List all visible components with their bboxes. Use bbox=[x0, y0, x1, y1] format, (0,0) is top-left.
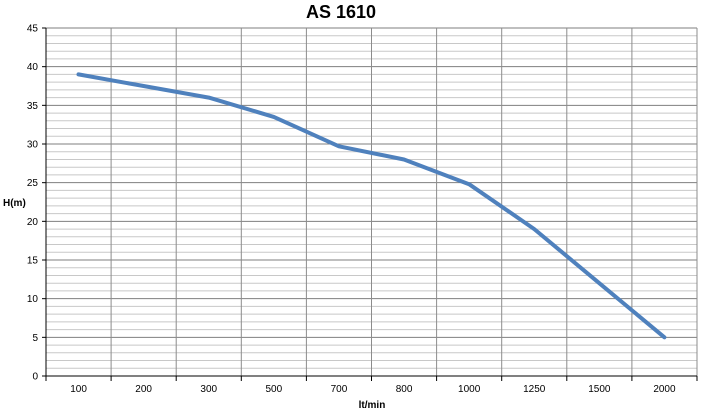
y-tick-label: 15 bbox=[27, 256, 39, 267]
y-axis-label: H(m) bbox=[3, 198, 26, 209]
data-point bbox=[207, 96, 211, 100]
data-point bbox=[662, 335, 666, 339]
x-tick-label: 700 bbox=[331, 384, 348, 395]
x-tick-label: 100 bbox=[70, 384, 87, 395]
x-axis-ticks: 100 200 300 500 700 800 1000 1250 1500 2000 bbox=[45, 376, 698, 395]
data-point bbox=[532, 227, 536, 231]
data-point bbox=[467, 182, 471, 186]
y-tick-label: 25 bbox=[27, 178, 39, 189]
chart-title: AS 1610 bbox=[306, 2, 376, 22]
x-tick-label: 500 bbox=[266, 384, 283, 395]
x-tick-label: 1250 bbox=[523, 384, 546, 395]
x-tick-label: 800 bbox=[396, 384, 413, 395]
y-tick-label: 30 bbox=[27, 140, 39, 151]
data-point bbox=[272, 115, 276, 119]
x-tick-label: 2000 bbox=[653, 384, 676, 395]
y-tick-label: 10 bbox=[27, 294, 39, 305]
data-point bbox=[402, 157, 406, 161]
x-tick-label: 1500 bbox=[588, 384, 611, 395]
y-tick-label: 45 bbox=[27, 24, 39, 35]
data-point bbox=[337, 144, 341, 148]
data-point bbox=[142, 84, 146, 88]
grid bbox=[45, 27, 698, 377]
x-tick-label: 1000 bbox=[458, 384, 481, 395]
y-axis-ticks: 0 5 10 15 20 25 30 35 40 45 bbox=[27, 24, 46, 383]
data-point bbox=[77, 72, 81, 76]
series-layer bbox=[76, 72, 667, 340]
y-tick-label: 35 bbox=[27, 101, 39, 112]
y-tick-label: 40 bbox=[27, 62, 39, 73]
y-tick-label: 5 bbox=[32, 333, 38, 344]
y-tick-label: 20 bbox=[27, 217, 39, 228]
data-point bbox=[597, 281, 601, 285]
x-axis-label: lt/min bbox=[359, 400, 386, 411]
x-tick-label: 300 bbox=[200, 384, 217, 395]
series-line bbox=[76, 72, 667, 340]
y-tick-label: 0 bbox=[32, 372, 38, 383]
x-tick-label: 200 bbox=[135, 384, 152, 395]
